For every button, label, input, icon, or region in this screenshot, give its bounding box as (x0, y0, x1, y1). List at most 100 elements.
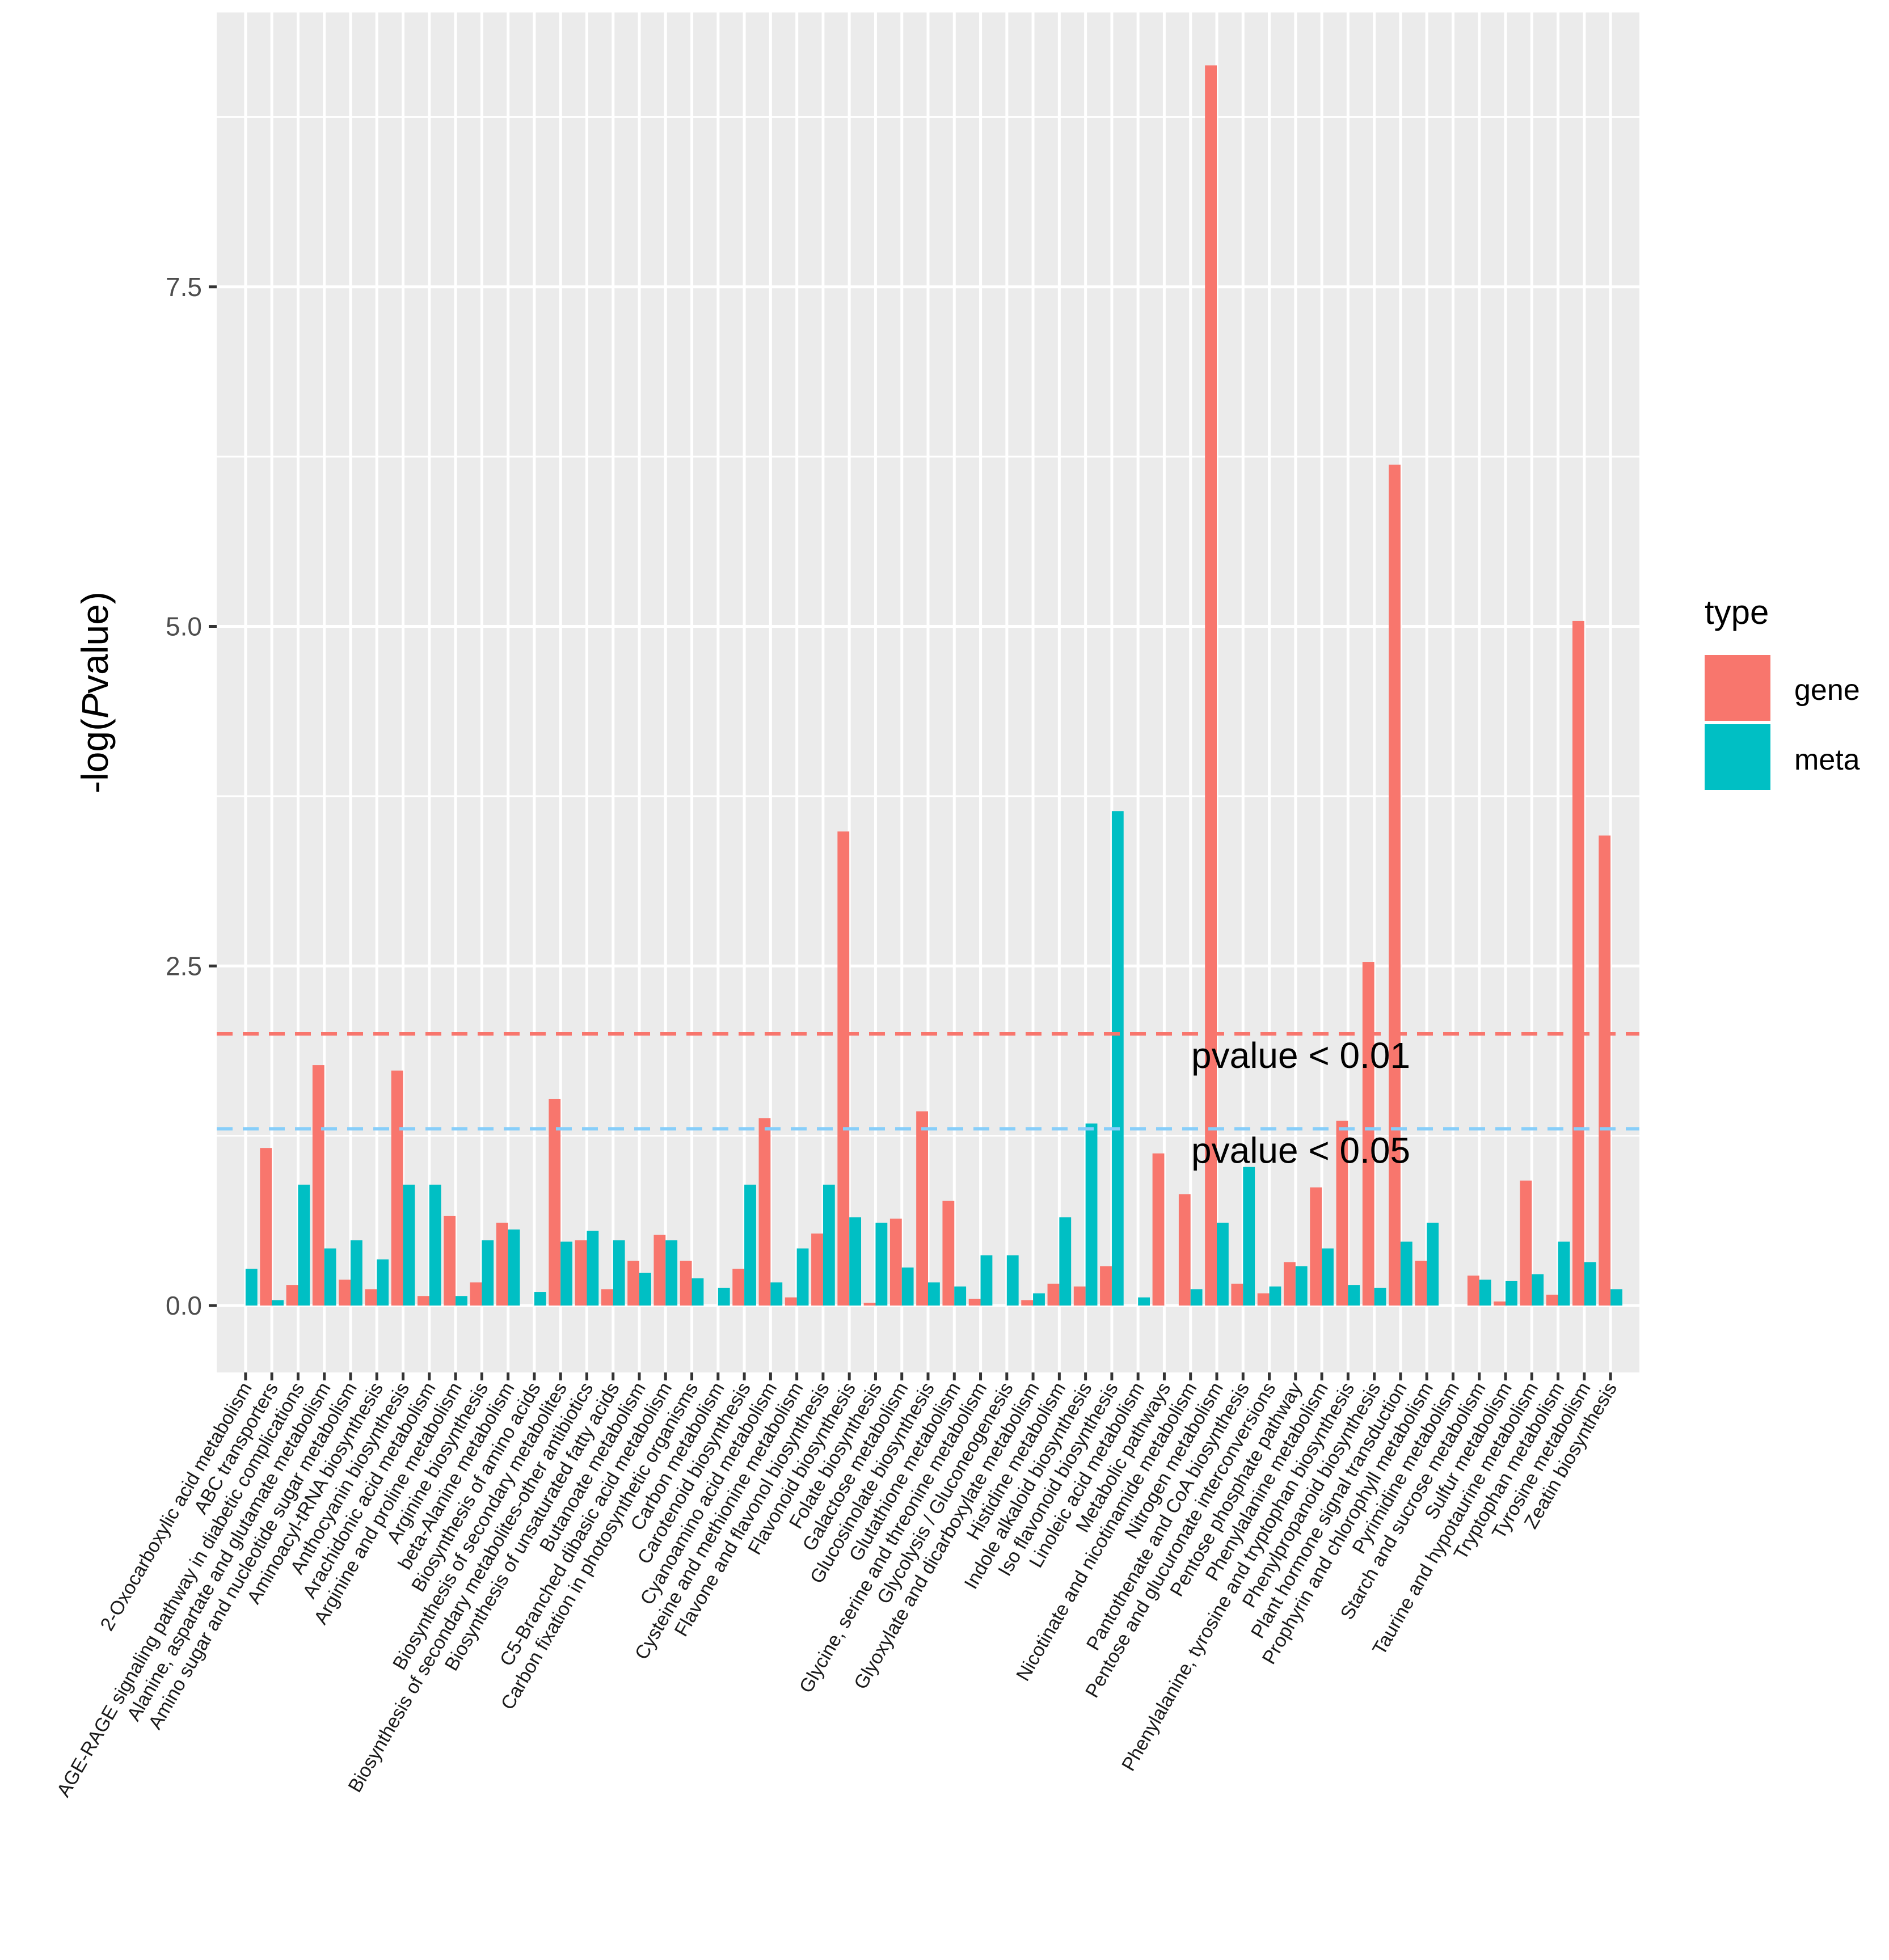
bar-gene (758, 1118, 771, 1306)
bar-meta (665, 1240, 678, 1306)
y-tick-label: 0.0 (166, 1291, 202, 1320)
annotation-pvalue-001: pvalue < 0.01 (1191, 1035, 1410, 1076)
bar-gene (470, 1282, 482, 1306)
bar-gene (312, 1065, 324, 1306)
bar-gene (1389, 464, 1401, 1306)
bar-gene (863, 1303, 876, 1306)
bar-meta (691, 1278, 704, 1306)
bar-meta (744, 1184, 756, 1306)
bar-gene (417, 1296, 429, 1306)
bar-gene (916, 1111, 928, 1306)
bar-gene (1362, 962, 1374, 1306)
bar-meta (324, 1248, 336, 1306)
bar-gene (286, 1285, 298, 1306)
bar-gene (653, 1235, 666, 1306)
bar-gene (1047, 1283, 1060, 1306)
bar-gene (549, 1099, 561, 1306)
bar-gene (575, 1240, 587, 1306)
bar-gene (1152, 1153, 1165, 1306)
bar-gene (1572, 620, 1584, 1306)
bar-meta (1348, 1285, 1360, 1306)
bar-meta (849, 1217, 862, 1306)
bar-gene (1467, 1275, 1479, 1306)
bar-gene (365, 1289, 377, 1306)
bar-meta (1427, 1222, 1439, 1306)
bar-meta (1295, 1266, 1308, 1306)
bar-gene (942, 1201, 955, 1306)
y-tick-label: 7.5 (166, 272, 202, 302)
bar-gene (1178, 1194, 1191, 1306)
bar-gene (1520, 1180, 1532, 1306)
bar-gene (837, 831, 850, 1306)
bar-gene (391, 1070, 403, 1306)
bar-gene (889, 1218, 902, 1306)
bar-meta (1190, 1289, 1203, 1306)
bar-gene (601, 1289, 613, 1306)
bar-meta (377, 1259, 389, 1306)
bar-meta (770, 1282, 783, 1306)
bar-meta (1506, 1281, 1517, 1306)
bar-meta (482, 1240, 494, 1306)
bar-meta (1138, 1297, 1150, 1306)
bar-gene (627, 1260, 639, 1306)
bar-meta (796, 1248, 809, 1306)
bar-meta (823, 1184, 835, 1306)
bar-gene (1415, 1260, 1427, 1306)
reference-lines (217, 1032, 1639, 1131)
bar-meta (403, 1184, 415, 1306)
bar-meta (1400, 1241, 1412, 1306)
bar-gene (732, 1269, 745, 1306)
bar-gene (444, 1215, 456, 1306)
bar-meta (980, 1255, 993, 1306)
legend-title: type (1705, 593, 1769, 631)
bar-gene (339, 1279, 351, 1306)
bar-gene (496, 1222, 508, 1306)
bar-gene (1546, 1294, 1558, 1306)
bar-meta (875, 1222, 888, 1306)
bar-meta (901, 1267, 914, 1306)
bar-gene (785, 1297, 797, 1306)
y-tick-label: 2.5 (166, 951, 202, 981)
bar-meta (1006, 1255, 1019, 1306)
bar-meta (298, 1184, 310, 1306)
bar-meta (429, 1184, 441, 1306)
bar-meta (1479, 1279, 1491, 1306)
bar-meta (954, 1286, 967, 1306)
legend-key-meta (1705, 724, 1770, 790)
bar-meta (613, 1240, 625, 1306)
bar-gene (1021, 1300, 1034, 1306)
bar-meta (534, 1292, 546, 1306)
bar-gene (1100, 1266, 1112, 1306)
bar-gene (1284, 1262, 1296, 1306)
bar-gene (1336, 1121, 1348, 1306)
y-axis-title: -log(Pvalue) (74, 592, 116, 793)
bar-meta (245, 1269, 258, 1306)
bar-meta (1374, 1287, 1386, 1306)
legend-label-gene: gene (1794, 674, 1860, 707)
bar-meta (928, 1282, 940, 1306)
bar-meta (560, 1241, 572, 1306)
bar-gene (1205, 65, 1217, 1306)
bar-meta (1610, 1289, 1622, 1306)
bar-meta (350, 1240, 362, 1306)
bar-gene (680, 1260, 692, 1306)
bar-meta (1584, 1262, 1596, 1306)
legend: type gene meta (1705, 593, 1860, 790)
bar-gene (1231, 1283, 1243, 1306)
y-axis: 0.0 2.5 5.0 7.5 (166, 272, 217, 1320)
bar-gene (1257, 1293, 1270, 1306)
bar-meta (1322, 1248, 1334, 1306)
bar-gene (260, 1148, 272, 1306)
bar-meta (718, 1287, 730, 1306)
bar-meta (639, 1273, 651, 1306)
bar-meta (1269, 1286, 1281, 1306)
legend-label-meta: meta (1794, 744, 1860, 776)
bar-meta (1558, 1241, 1570, 1306)
annotation-pvalue-005: pvalue < 0.05 (1191, 1130, 1410, 1171)
bar-meta (456, 1296, 467, 1306)
bar-meta (1532, 1274, 1544, 1306)
y-tick-label: 5.0 (166, 612, 202, 641)
bar-gene (1073, 1286, 1086, 1306)
